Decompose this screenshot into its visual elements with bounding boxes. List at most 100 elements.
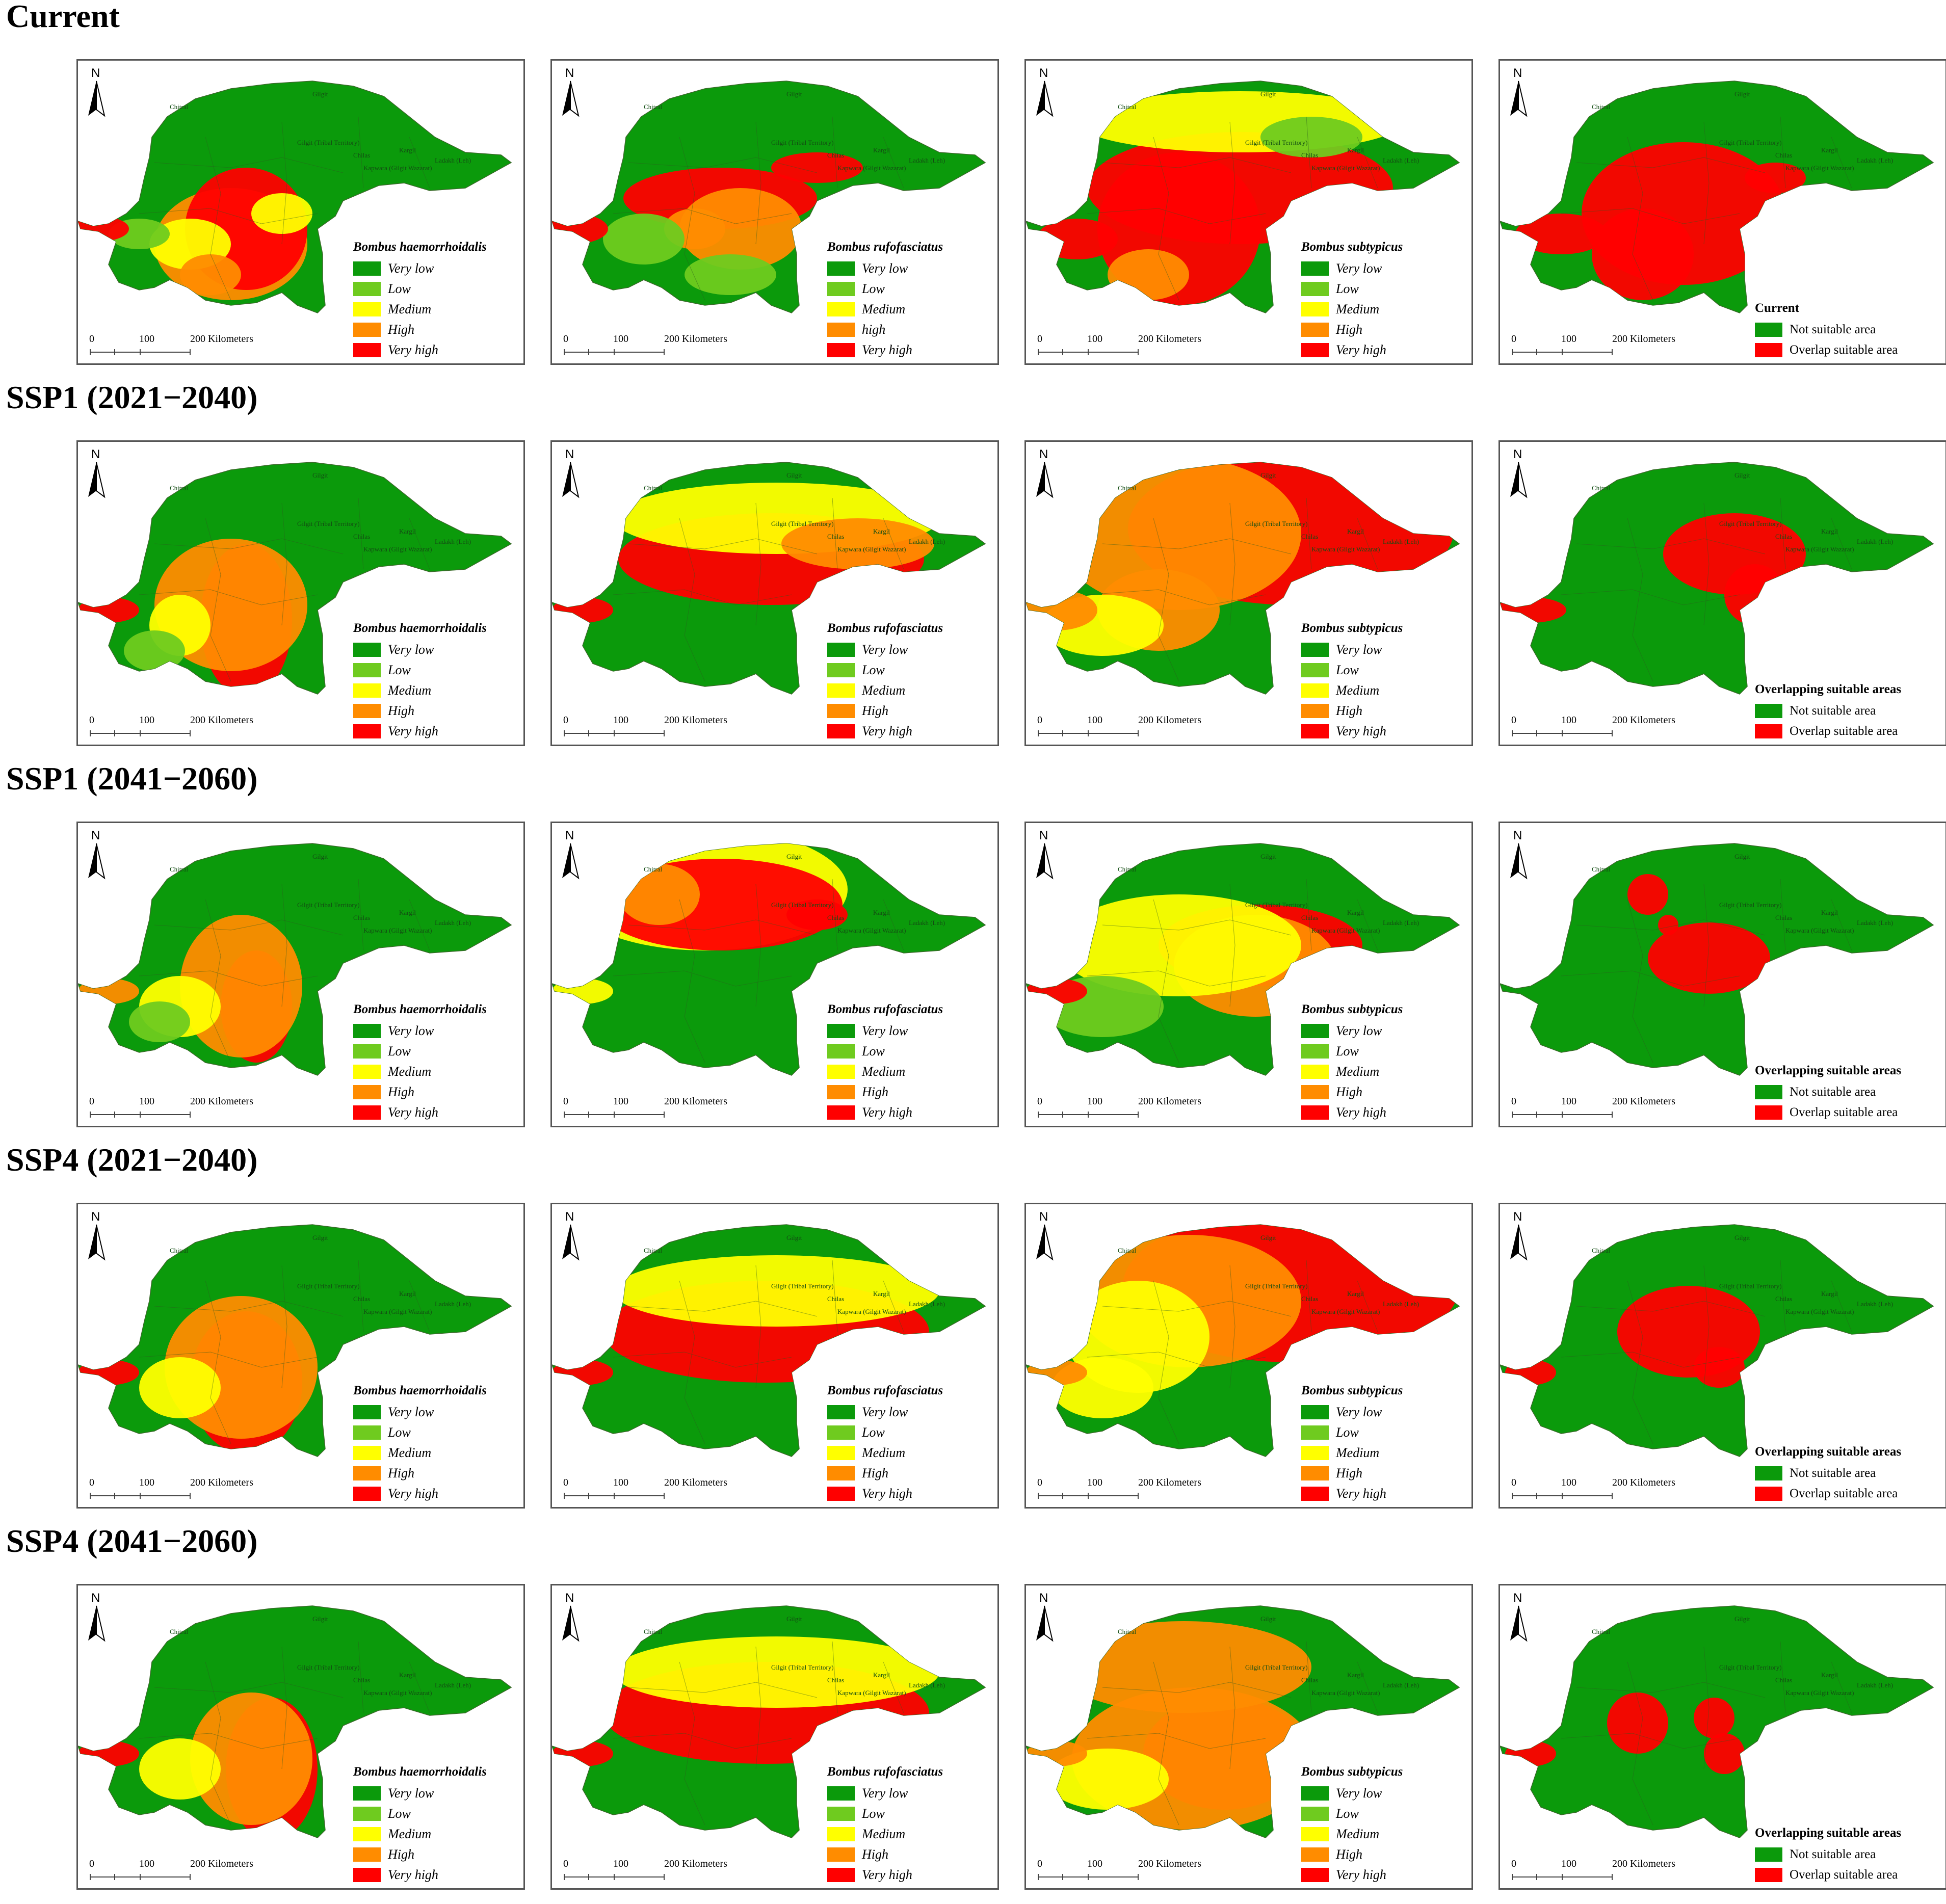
place-label: Chitral bbox=[170, 484, 188, 492]
district-boundary bbox=[1087, 970, 1266, 987]
scale-bar: 0 100 200 Kilometers bbox=[1510, 1094, 1724, 1121]
legend-item: High bbox=[353, 701, 516, 721]
place-label: Ladakh (Leh) bbox=[1383, 919, 1419, 927]
map-legend: Bombus haemorrhoidalis Very low Low Medium H… bbox=[353, 1002, 516, 1123]
suitability-patch bbox=[1745, 163, 1806, 193]
district-boundary bbox=[358, 879, 364, 951]
scale-tick-label: 200 Kilometers bbox=[664, 1477, 727, 1488]
suitability-patch bbox=[618, 864, 700, 925]
species-map-panel: Chitral Gilgit Gilgit (Tribal Territory) Ch… bbox=[550, 440, 999, 746]
district-boundary bbox=[1153, 1280, 1179, 1444]
district-boundary bbox=[832, 879, 838, 951]
legend-label: Not suitable area bbox=[1790, 323, 1876, 336]
scale-tick-label: 0 bbox=[1511, 715, 1516, 726]
legend-label: Medium bbox=[862, 302, 906, 316]
suitability-patch bbox=[1057, 1621, 1311, 1713]
place-label: Kargil bbox=[399, 909, 416, 916]
scale-tick-label: 100 bbox=[1561, 1858, 1576, 1869]
place-label: Gilgit bbox=[786, 90, 802, 98]
legend-item: Medium bbox=[1301, 1443, 1464, 1463]
place-label: Gilgit bbox=[1260, 853, 1276, 860]
scenario-title: SSP1 (2021−2040) bbox=[6, 379, 258, 415]
suitability-layer bbox=[78, 1693, 318, 1838]
place-label: Kargil bbox=[1821, 1671, 1838, 1679]
scale-tick-label: 200 Kilometers bbox=[1612, 333, 1675, 345]
scale-bar: 0 100 200 Kilometers bbox=[1510, 1857, 1724, 1883]
scale-tick-label: 0 bbox=[1037, 333, 1042, 345]
legend-label: Overlap suitable area bbox=[1790, 1487, 1898, 1500]
legend-item: Very low bbox=[827, 258, 990, 279]
scale-tick-label: 0 bbox=[563, 1096, 568, 1107]
legend-swatch bbox=[827, 1425, 855, 1440]
legend-title: Bombus subtypicus bbox=[1301, 1002, 1403, 1016]
scale-tick-label: 100 bbox=[1561, 333, 1576, 345]
overlap-map-panel: Chitral Gilgit Gilgit (Tribal Territory) Ch… bbox=[1498, 1203, 1946, 1509]
place-label: Ladakh (Leh) bbox=[909, 156, 945, 164]
scale-tick-label: 200 Kilometers bbox=[664, 1858, 727, 1869]
legend-label: Low bbox=[862, 1425, 885, 1440]
district-boundary bbox=[1561, 589, 1740, 605]
legend-label: Medium bbox=[388, 1064, 432, 1079]
district-boundary bbox=[139, 1733, 318, 1749]
scale-tick-label: 100 bbox=[1087, 715, 1102, 726]
legend-swatch bbox=[353, 1085, 381, 1099]
svg-text:N: N bbox=[565, 1591, 574, 1605]
scale-tick-label: 200 Kilometers bbox=[1138, 715, 1201, 726]
legend-label: Very high bbox=[862, 724, 912, 738]
place-label: Gilgit (Tribal Territory) bbox=[297, 139, 360, 146]
legend-item: Very high bbox=[1301, 721, 1464, 742]
svg-text:N: N bbox=[565, 1210, 574, 1224]
legend-swatch bbox=[1301, 1827, 1329, 1841]
legend-label: High bbox=[388, 703, 414, 718]
legend-item: High bbox=[827, 1082, 990, 1102]
svg-text:N: N bbox=[1039, 66, 1048, 80]
legend-swatch bbox=[827, 1868, 855, 1882]
map-legend: Bombus rufofasciatus Very low Low Medium Hig… bbox=[827, 621, 990, 742]
district-boundary bbox=[1087, 1733, 1266, 1749]
svg-text:N: N bbox=[91, 447, 100, 461]
north-arrow-icon: N bbox=[85, 65, 108, 121]
map-legend: Bombus rufofasciatus Very low Low Medium Hig… bbox=[827, 1765, 990, 1885]
species-map-panel: Chitral Gilgit Gilgit (Tribal Territory) Ch… bbox=[550, 822, 999, 1127]
north-arrow-icon: N bbox=[85, 1208, 108, 1264]
place-label: Kargil bbox=[873, 1290, 890, 1298]
scale-tick-label: 200 Kilometers bbox=[1612, 715, 1675, 726]
place-label: Kargil bbox=[873, 1671, 890, 1679]
legend-item: Medium bbox=[827, 1443, 990, 1463]
place-label: Ladakh (Leh) bbox=[435, 919, 471, 927]
district-boundary bbox=[1780, 1260, 1786, 1332]
district-boundary bbox=[281, 503, 287, 626]
species-map-panel: Chitral Gilgit Gilgit (Tribal Territory) Ch… bbox=[1024, 1584, 1473, 1890]
legend-swatch bbox=[1755, 1487, 1782, 1501]
place-label: Ladakh (Leh) bbox=[435, 538, 471, 545]
legend-item: Very low bbox=[1301, 1021, 1464, 1041]
legend-swatch bbox=[353, 1405, 381, 1419]
district-boundary bbox=[679, 1280, 705, 1444]
suitability-patch bbox=[139, 1738, 221, 1800]
district-boundary bbox=[1561, 208, 1740, 224]
district-boundary bbox=[755, 503, 761, 626]
legend-item: Very high bbox=[1301, 340, 1464, 360]
legend-swatch bbox=[1301, 1466, 1329, 1480]
legend-item: Low bbox=[1301, 1041, 1464, 1062]
legend-title: Bombus haemorrhoidalis bbox=[353, 1384, 487, 1397]
legend-label: High bbox=[1336, 1085, 1362, 1099]
legend-swatch bbox=[353, 343, 381, 357]
district-boundary bbox=[1703, 884, 1710, 1007]
suitability-patch bbox=[552, 979, 613, 1004]
place-label: Chilas bbox=[1775, 533, 1792, 540]
district-boundary bbox=[883, 137, 904, 189]
svg-text:N: N bbox=[565, 66, 574, 80]
place-label: Kargil bbox=[399, 146, 416, 154]
legend-item: Medium bbox=[1301, 299, 1464, 320]
district-boundary bbox=[1576, 919, 1766, 936]
legend-swatch bbox=[1301, 683, 1329, 698]
suitability-patch bbox=[1046, 1749, 1169, 1810]
district-boundary bbox=[139, 208, 318, 224]
place-label: Chilas bbox=[827, 151, 844, 159]
distribution-map: Chitral Gilgit Gilgit (Tribal Territory) Ch… bbox=[1500, 81, 1934, 313]
suitability-patch bbox=[1648, 922, 1770, 994]
legend-item: Medium bbox=[353, 299, 516, 320]
place-label: Kapwara (Gilgit Wazarat) bbox=[837, 545, 906, 553]
legend-label: Very high bbox=[1336, 342, 1386, 357]
